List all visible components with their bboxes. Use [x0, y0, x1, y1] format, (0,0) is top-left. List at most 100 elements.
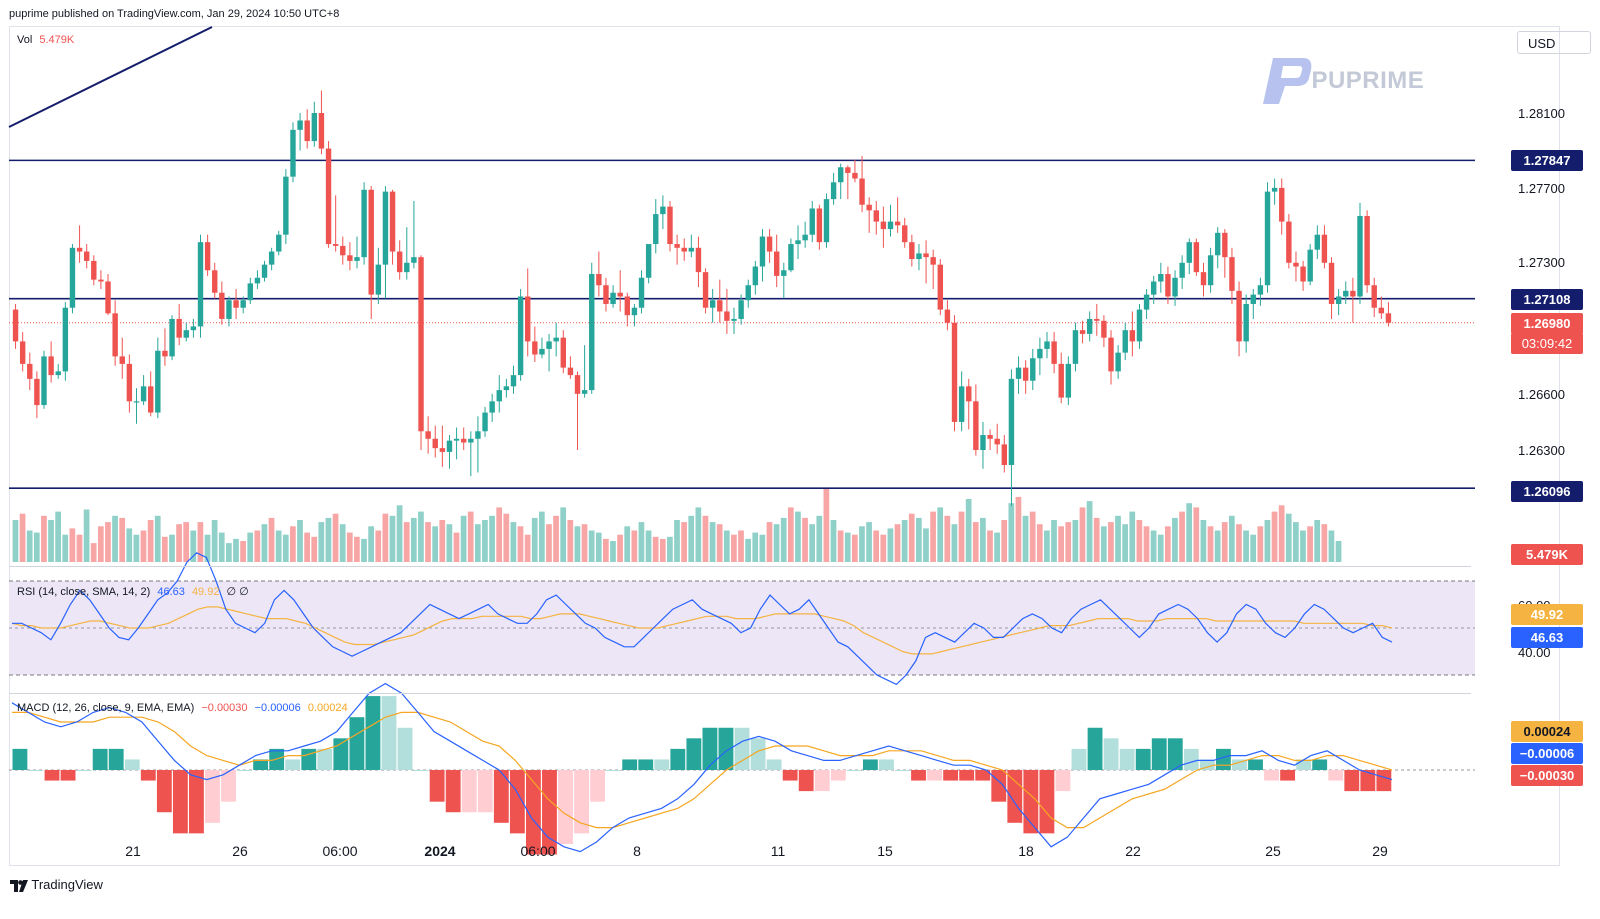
- volume-bar: [738, 530, 744, 562]
- candle-body: [1022, 367, 1029, 381]
- macd-histogram-bar: [814, 770, 830, 792]
- volume-bar: [851, 534, 858, 562]
- candle-body: [439, 448, 446, 452]
- volume-bar: [1136, 520, 1143, 562]
- volume-bar: [19, 513, 26, 562]
- volume-bar: [69, 528, 76, 562]
- volume-bar: [211, 520, 218, 562]
- candle-body: [1001, 444, 1008, 465]
- price-label: 1.28100: [1518, 106, 1565, 121]
- volume-bar: [503, 513, 510, 562]
- candle-body: [525, 296, 531, 342]
- volume-bar: [240, 541, 246, 562]
- volume-bar: [965, 499, 972, 562]
- candle-body: [1193, 242, 1200, 273]
- rsi-ma-line: [11, 606, 1393, 655]
- volume-bar: [844, 532, 851, 562]
- volume-bar: [538, 511, 545, 562]
- volume-bar: [12, 520, 19, 562]
- currency-button[interactable]: USD: [1517, 31, 1591, 54]
- macd-histogram-bar: [1167, 738, 1183, 770]
- candle-body: [1364, 215, 1370, 286]
- candle-body: [468, 438, 474, 443]
- puprime-logo-icon: [1263, 58, 1312, 104]
- volume-bar: [311, 536, 318, 562]
- candle-body: [1122, 330, 1128, 353]
- candle-body: [766, 236, 773, 252]
- candle-body: [994, 438, 1000, 445]
- macd-histogram-bar: [702, 727, 718, 770]
- volume-bar: [1328, 530, 1335, 562]
- volume-bar: [140, 530, 147, 562]
- candle-body: [1229, 257, 1235, 291]
- volume-bar: [403, 522, 410, 562]
- macd-histogram-bar: [1344, 770, 1360, 792]
- tradingview-brand[interactable]: TradingView: [10, 877, 103, 892]
- candle-body: [752, 266, 759, 286]
- volume-bar: [787, 507, 794, 562]
- pane-separator-rsi[interactable]: [9, 566, 1471, 567]
- candle-body: [318, 113, 325, 149]
- volume-bar: [1186, 503, 1193, 562]
- volume-bar: [1072, 520, 1079, 562]
- macd-histogram-bar: [1023, 770, 1039, 834]
- volume-bar: [951, 524, 958, 562]
- candle-body: [1058, 363, 1064, 398]
- candle-body: [404, 262, 410, 273]
- volume-bar: [716, 524, 723, 562]
- level-tag-1[interactable]: 1.27847: [1511, 150, 1583, 171]
- candle-body: [27, 363, 33, 379]
- macd-signal-tag: 0.00024: [1511, 721, 1583, 742]
- volume-bar: [97, 526, 104, 562]
- volume-bar: [489, 515, 495, 562]
- candle-body: [432, 438, 438, 449]
- candle-body: [140, 386, 147, 402]
- level-tag-3[interactable]: 1.26096: [1511, 481, 1583, 502]
- tradingview-logo-icon: [10, 879, 28, 892]
- volume-bar: [83, 509, 90, 562]
- pane-separator-macd[interactable]: [9, 693, 1471, 694]
- current-price-tag: 1.26980: [1511, 313, 1583, 334]
- volume-legend[interactable]: Vol 5.479K: [17, 34, 74, 46]
- macd-legend[interactable]: MACD (12, 26, close, 9, EMA, EMA) −0.000…: [17, 702, 348, 714]
- candle-body: [247, 283, 254, 301]
- candle-body: [1086, 318, 1093, 334]
- volume-bar: [546, 524, 552, 562]
- volume-bar: [474, 524, 481, 562]
- macd-histogram-bar: [670, 748, 686, 770]
- volume-bar: [183, 522, 190, 562]
- volume-bar: [1044, 530, 1050, 562]
- volume-bar: [972, 522, 979, 562]
- candle-body: [41, 356, 47, 406]
- macd-histogram-bar: [542, 770, 557, 855]
- level-tag-2[interactable]: 1.27108: [1511, 289, 1583, 310]
- macd-histogram-bar: [1087, 727, 1103, 770]
- rsi-legend[interactable]: RSI (14, close, SMA, 14, 2) 46.63 49.92 …: [17, 585, 249, 598]
- candle-body: [645, 244, 652, 278]
- macd-histogram-bar: [156, 770, 172, 813]
- candle-body: [1115, 352, 1121, 372]
- volume-bar: [282, 534, 289, 562]
- candle-body: [1065, 363, 1072, 398]
- volume-bar: [894, 524, 901, 562]
- macd-legend-hist: −0.00030: [201, 702, 248, 714]
- candle-body: [738, 300, 744, 319]
- candle-body: [169, 318, 175, 357]
- candle-body: [183, 330, 189, 338]
- volume-bar: [823, 488, 830, 562]
- candle-body: [1222, 232, 1228, 258]
- volume-bar: [332, 513, 339, 562]
- candle-body: [887, 221, 894, 230]
- candle-body: [553, 337, 559, 342]
- macd-histogram-bar: [76, 770, 92, 771]
- candle-body: [966, 386, 972, 402]
- volume-bar: [482, 520, 488, 562]
- candle-body: [460, 438, 467, 443]
- candle-body: [902, 225, 908, 243]
- candle-body: [674, 244, 680, 248]
- volume-bar: [816, 515, 823, 562]
- volume-bar: [261, 524, 268, 562]
- macd-histogram-bar: [846, 770, 862, 771]
- macd-legend-name: MACD (12, 26, close, 9, EMA, EMA): [17, 702, 195, 714]
